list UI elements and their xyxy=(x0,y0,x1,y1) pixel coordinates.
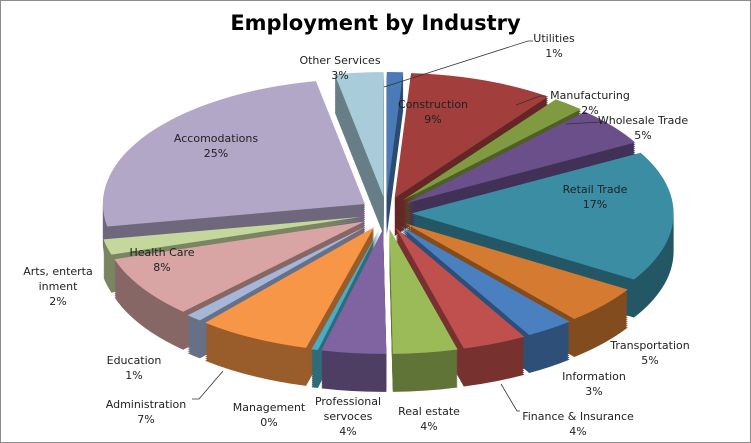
slice-side xyxy=(103,220,362,259)
data-label: Health Care 8% xyxy=(129,245,194,275)
data-label: Construction 9% xyxy=(398,97,468,127)
slice-label: Administration xyxy=(105,398,187,411)
slice-percent: 5% xyxy=(634,129,652,142)
leader-line xyxy=(565,121,604,125)
leader-line xyxy=(515,95,546,106)
slice-top xyxy=(187,224,369,321)
leader-line xyxy=(383,40,533,88)
slice-top xyxy=(389,228,458,354)
slice-label: Wholesale Trade xyxy=(597,114,689,127)
slice-percent: 3% xyxy=(585,385,603,398)
slice-top xyxy=(406,111,636,204)
data-label: Information 3% xyxy=(562,369,626,399)
slice-label: Retail Trade xyxy=(562,183,628,196)
slice-label: Other Services xyxy=(299,54,381,67)
slice-label: Accomodations xyxy=(173,132,259,145)
slice-top xyxy=(102,81,365,227)
slice-top xyxy=(334,72,384,198)
slice-top xyxy=(405,223,628,320)
pie-slice-utilities xyxy=(386,72,404,236)
slice-top xyxy=(402,99,582,201)
slice-percent: 3% xyxy=(331,69,349,82)
slice-percent: 2% xyxy=(49,295,67,308)
slice-label: Construction xyxy=(397,98,469,111)
slice-label: Real estate xyxy=(398,405,460,418)
slice-percent: 1% xyxy=(125,369,143,382)
data-label: Professional servoces 4% xyxy=(313,394,383,439)
data-label: Other Services 3% xyxy=(299,53,380,83)
pie-slice-accomodations xyxy=(102,81,365,265)
data-label: Transportation 5% xyxy=(610,338,689,368)
data-label: Finance & Insurance 4% xyxy=(522,409,634,439)
slice-label: Education xyxy=(106,354,162,367)
slice-top xyxy=(205,227,375,348)
slice-label: Utilities xyxy=(533,32,575,45)
pie-slice-real-estate xyxy=(389,228,458,392)
slice-top xyxy=(321,228,387,354)
data-label: Management 0% xyxy=(233,400,305,430)
slice-side xyxy=(103,218,362,257)
slice-label: Management xyxy=(232,401,306,414)
data-label: Retail Trade 17% xyxy=(563,182,628,212)
slice-top xyxy=(395,227,525,349)
slice-top xyxy=(114,221,365,312)
pie-slice-administration xyxy=(205,227,375,386)
slice-percent: 4% xyxy=(420,420,438,433)
slice-percent: 7% xyxy=(137,413,155,426)
slice-percent: 4% xyxy=(339,425,357,438)
slice-label: Transportation xyxy=(610,339,690,352)
slice-label: Finance & Insurance xyxy=(522,410,634,423)
pie-slice-retail-trade xyxy=(411,152,674,318)
slice-top xyxy=(386,72,404,198)
slice-top xyxy=(400,226,570,336)
slice-top xyxy=(103,216,362,255)
leader-line xyxy=(192,370,224,400)
slice-percent: 5% xyxy=(641,354,659,367)
slice-percent: 25% xyxy=(203,147,229,160)
slice-percent: 2% xyxy=(581,104,599,117)
data-label: Real estate 4% xyxy=(398,404,460,434)
slice-percent: 0% xyxy=(260,416,278,429)
slice-label: Health Care xyxy=(129,246,195,259)
slice-top xyxy=(411,152,674,280)
slice-percent: 8% xyxy=(153,261,171,274)
data-label: Education 1% xyxy=(107,353,162,383)
chart-title: Employment by Industry xyxy=(230,11,521,35)
slice-percent: 17% xyxy=(582,198,608,211)
data-label: Administration 7% xyxy=(106,397,187,427)
slice-top xyxy=(311,228,380,350)
slice-label: Arts, entertainment xyxy=(23,265,93,293)
data-label: Utilities 1% xyxy=(533,31,574,61)
leader-line xyxy=(500,383,520,412)
data-label: Accomodations 25% xyxy=(174,131,258,161)
data-label: Arts, entertainment 2% xyxy=(23,264,93,309)
pie-slice-other-services xyxy=(334,72,384,236)
pie-slice-professional-servoces xyxy=(321,228,387,392)
data-label: Wholesale Trade 5% xyxy=(598,113,688,143)
slice-percent: 9% xyxy=(424,113,442,126)
slice-label: Professional servoces xyxy=(314,395,382,423)
slice-label: Information xyxy=(562,370,626,383)
slice-percent: 1% xyxy=(545,47,563,60)
pie-slice-finance-insurance xyxy=(395,227,525,387)
slice-label: Manufacturing xyxy=(550,89,630,102)
slice-top xyxy=(394,73,549,198)
slice-percent: 4% xyxy=(569,425,587,438)
data-label: Manufacturing 2% xyxy=(550,88,630,118)
